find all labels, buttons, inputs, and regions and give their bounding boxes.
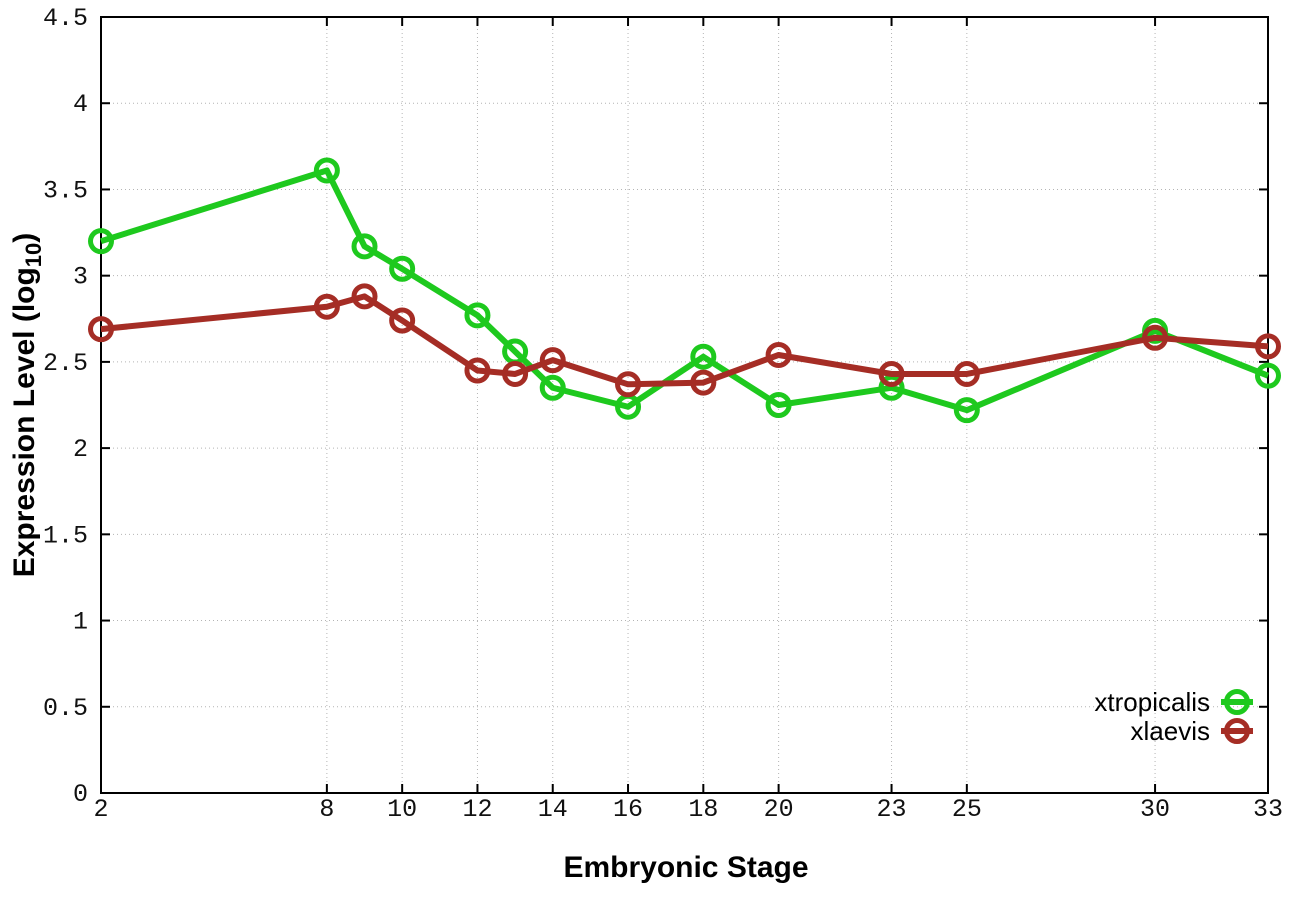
y-tick-label-3.5: 3.5 <box>43 176 88 205</box>
y-tick-label-2: 2 <box>73 435 88 464</box>
y-axis-title-subscript: 10 <box>21 243 46 267</box>
x-tick-label-10: 10 <box>387 795 417 824</box>
y-tick-label-0.5: 0.5 <box>43 694 88 723</box>
y-axis-title-main: Expression Level (log <box>8 267 41 577</box>
x-tick-label-16: 16 <box>613 795 643 824</box>
x-tick-label-33: 33 <box>1253 795 1283 824</box>
legend-marker-xtropicalis <box>1224 689 1250 715</box>
data-point-xlaevis-33 <box>1255 333 1281 360</box>
y-tick-label-2.5: 2.5 <box>43 349 88 378</box>
y-axis-title-close: ) <box>8 233 41 243</box>
x-tick-label-18: 18 <box>688 795 718 824</box>
grid-layer <box>100 16 1269 794</box>
x-tick-label-2: 2 <box>93 795 108 824</box>
data-point-xtropicalis-8 <box>313 157 340 184</box>
tick-labels-layer: 2 8 10 12 14 16 18 20 23 25 30 33 0 0.5 1 1.5 2 2.5 3 3.5 4 4… <box>43 4 1283 824</box>
data-point-xlaevis-16 <box>615 371 642 398</box>
x-tick-label-20: 20 <box>764 795 794 824</box>
data-point-xtropicalis-12 <box>464 302 491 329</box>
y-tick-label-4.5: 4.5 <box>43 4 88 33</box>
data-point-xtropicalis-23 <box>878 374 905 401</box>
legend-label-xtropicalis: xtropicalis <box>1094 687 1210 717</box>
data-point-xlaevis-20 <box>765 341 792 368</box>
data-point-xtropicalis-10 <box>389 255 416 282</box>
plot-border <box>100 16 1269 794</box>
y-tick-label-0: 0 <box>73 780 88 809</box>
data-point-xlaevis-8 <box>313 293 340 320</box>
data-point-xtropicalis-20 <box>765 392 792 418</box>
x-tick-label-14: 14 <box>538 795 568 824</box>
y-axis-title: Expression Level (log10) <box>8 233 46 578</box>
legend-marker-xlaevis <box>1224 718 1250 744</box>
x-tick-label-12: 12 <box>462 795 492 824</box>
data-point-xtropicalis-25 <box>953 397 980 424</box>
x-tick-label-25: 25 <box>952 795 982 824</box>
legend-label-xlaevis: xlaevis <box>1131 716 1210 746</box>
data-point-xtropicalis-14 <box>539 374 566 401</box>
data-point-xlaevis-23 <box>878 360 905 387</box>
data-point-xlaevis-2 <box>88 316 114 343</box>
data-point-xtropicalis-33 <box>1255 362 1281 389</box>
data-point-xlaevis-18 <box>690 369 717 396</box>
data-point-xlaevis-13 <box>502 360 529 387</box>
series-layer <box>88 157 1281 424</box>
x-axis-title: Embryonic Stage <box>563 851 808 884</box>
x-tick-label-8: 8 <box>319 795 334 824</box>
data-point-xlaevis-25 <box>953 360 980 387</box>
data-point-xtropicalis-2 <box>88 228 114 255</box>
y-tick-label-4: 4 <box>73 90 88 119</box>
data-point-xtropicalis-18 <box>690 343 717 370</box>
x-tick-label-30: 30 <box>1140 795 1170 824</box>
data-point-xtropicalis-9 <box>351 233 378 260</box>
data-point-xlaevis-12 <box>464 357 491 384</box>
data-point-xlaevis-14 <box>539 347 566 374</box>
data-point-xlaevis-30 <box>1142 324 1169 351</box>
data-point-xlaevis-9 <box>351 283 378 310</box>
ticks-layer <box>100 16 1269 794</box>
series-line-xtropicalis <box>100 167 1270 414</box>
y-tick-label-1: 1 <box>73 608 88 637</box>
y-tick-label-3: 3 <box>73 263 88 292</box>
y-tick-label-1.5: 1.5 <box>43 521 88 550</box>
data-point-xlaevis-10 <box>389 307 416 334</box>
x-tick-label-23: 23 <box>877 795 907 824</box>
